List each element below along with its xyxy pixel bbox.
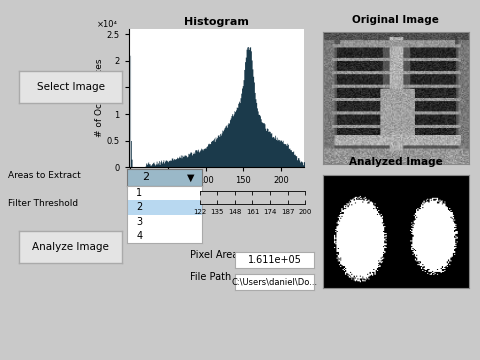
Title: Analyzed Image: Analyzed Image (349, 157, 443, 167)
Text: Pixel Area: Pixel Area (190, 250, 238, 260)
Text: Areas to Extract: Areas to Extract (8, 171, 81, 180)
Text: 4: 4 (136, 231, 142, 241)
Bar (127, 186, 202, 200)
Title: Histogram: Histogram (184, 17, 249, 27)
Text: 3: 3 (136, 217, 142, 227)
Text: Filter Threshold: Filter Threshold (8, 199, 78, 208)
Bar (127, 200, 202, 215)
Text: Select Image: Select Image (37, 82, 105, 92)
Y-axis label: # of Occurrences: # of Occurrences (95, 59, 104, 138)
Bar (127, 229, 202, 243)
Text: 1.611e+05: 1.611e+05 (248, 255, 302, 265)
Title: Original Image: Original Image (352, 15, 439, 25)
Text: ▼: ▼ (187, 172, 194, 183)
Text: Analyze Image: Analyze Image (32, 242, 109, 252)
Text: 1: 1 (136, 188, 142, 198)
Text: C:\Users\daniel\Do...: C:\Users\daniel\Do... (232, 277, 318, 287)
Bar (127, 215, 202, 229)
X-axis label: Intensity: Intensity (195, 191, 238, 201)
Text: 2: 2 (136, 202, 143, 212)
Text: File Path: File Path (190, 272, 231, 282)
Text: ×10⁴: ×10⁴ (97, 21, 118, 30)
Text: 2: 2 (142, 172, 149, 183)
